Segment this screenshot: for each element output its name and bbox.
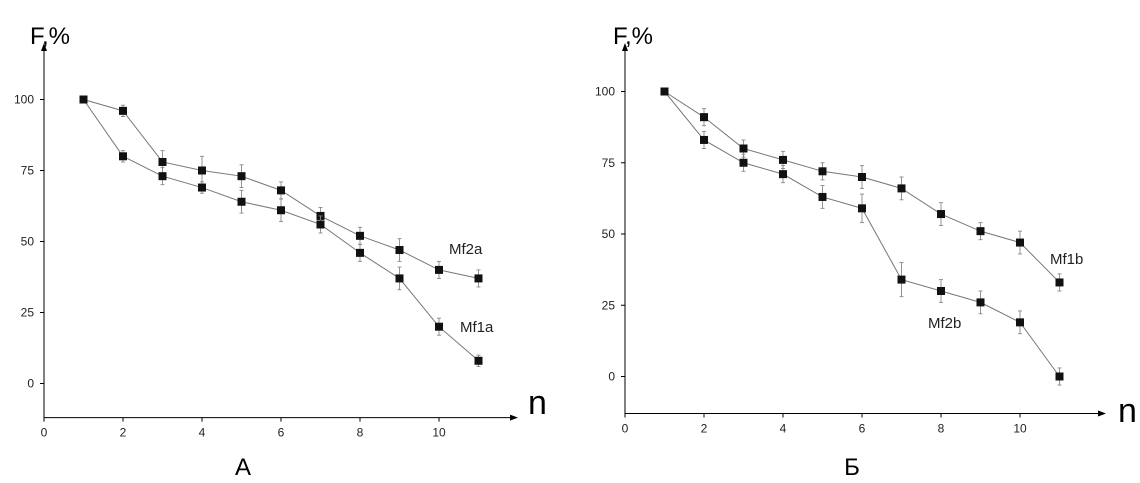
- data-point: [739, 144, 748, 153]
- data-point: [435, 322, 443, 331]
- y-tick-label: 25: [21, 306, 35, 320]
- series-label: Mf2a: [449, 241, 483, 258]
- y-tick-label: 0: [27, 377, 34, 391]
- y-tick-label: 75: [21, 164, 35, 178]
- x-tick-label: 2: [120, 426, 127, 440]
- data-point: [700, 135, 708, 144]
- series-Mf2b: Mf2b: [660, 87, 1064, 386]
- series-label: Mf1a: [460, 319, 494, 336]
- data-point: [356, 248, 364, 257]
- y-tick-label: 25: [602, 298, 616, 312]
- data-point: [395, 274, 404, 283]
- data-point: [158, 172, 167, 181]
- data-point: [158, 157, 167, 166]
- data-point: [474, 274, 483, 283]
- series-label: Mf2b: [928, 315, 961, 332]
- x-tick-label: 6: [859, 422, 866, 436]
- series-Mf2a: Mf2a: [79, 95, 483, 288]
- series-line: [664, 91, 1060, 377]
- data-point: [976, 227, 985, 236]
- x-tick-label: 4: [199, 426, 206, 440]
- data-point: [237, 172, 246, 181]
- data-point: [435, 265, 443, 274]
- data-point: [316, 220, 325, 229]
- y-axis-arrow: [622, 43, 628, 51]
- x-axis-label: n: [528, 384, 547, 422]
- data-point: [937, 210, 945, 219]
- data-point: [119, 106, 127, 115]
- data-point: [897, 184, 906, 193]
- data-point: [858, 173, 866, 181]
- data-point: [1055, 278, 1064, 287]
- x-tick-label: 4: [780, 422, 787, 436]
- data-point: [277, 206, 285, 215]
- y-tick-label: 75: [602, 156, 616, 170]
- panel-label: А: [235, 454, 251, 481]
- y-axis-arrow: [41, 43, 47, 51]
- x-tick-label: 10: [432, 426, 446, 440]
- y-tick-label: 100: [14, 93, 34, 107]
- data-point: [119, 152, 127, 161]
- x-tick-label: 10: [1013, 422, 1027, 436]
- y-tick-label: 0: [608, 370, 615, 384]
- x-axis-label: n: [1118, 392, 1137, 430]
- data-point: [976, 298, 985, 307]
- series-line: [83, 99, 479, 362]
- x-tick-label: 2: [701, 422, 708, 436]
- x-tick-label: 8: [357, 426, 364, 440]
- data-point: [1016, 238, 1024, 247]
- data-point: [1016, 318, 1024, 327]
- data-point: [779, 155, 787, 164]
- series-Mf1b: Mf1b: [660, 87, 1083, 292]
- data-point: [237, 197, 246, 206]
- data-point: [897, 275, 906, 284]
- x-tick-label: 0: [41, 426, 48, 440]
- data-point: [660, 87, 669, 96]
- y-axis-label: F,%: [613, 23, 653, 50]
- data-point: [474, 356, 483, 365]
- y-axis-label: F,%: [30, 23, 70, 50]
- data-point: [198, 166, 206, 175]
- x-axis-arrow: [1098, 410, 1106, 417]
- series-label: Mf1b: [1050, 251, 1083, 268]
- x-tick-label: 8: [938, 422, 945, 436]
- data-point: [395, 246, 404, 255]
- series-Mf1a: Mf1a: [79, 95, 494, 367]
- data-point: [1055, 372, 1064, 381]
- panel-label: Б: [844, 454, 860, 481]
- data-point: [198, 183, 206, 192]
- x-tick-label: 6: [278, 426, 285, 440]
- data-point: [779, 170, 787, 179]
- data-point: [937, 287, 945, 295]
- y-tick-label: 50: [602, 227, 616, 241]
- y-tick-label: 50: [21, 235, 35, 249]
- data-point: [700, 113, 708, 122]
- x-tick-label: 0: [622, 422, 629, 436]
- data-point: [858, 204, 866, 213]
- x-axis-arrow: [510, 414, 518, 421]
- data-point: [79, 95, 88, 104]
- data-point: [739, 158, 748, 167]
- data-point: [356, 231, 364, 240]
- data-point: [818, 167, 827, 176]
- y-tick-label: 100: [595, 85, 615, 99]
- data-point: [818, 192, 827, 201]
- data-point: [277, 186, 285, 195]
